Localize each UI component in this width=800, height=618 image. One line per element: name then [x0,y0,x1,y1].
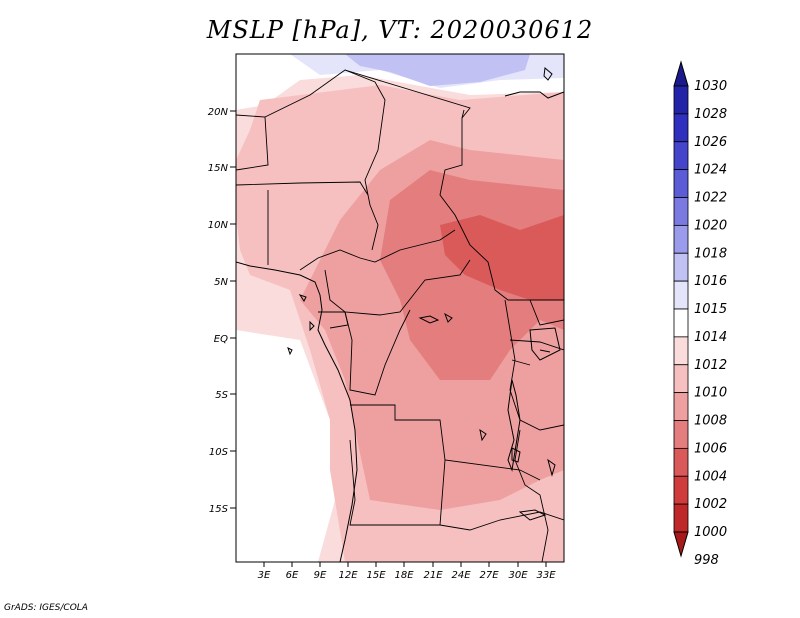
colorbar-label: 1028 [694,107,727,122]
colorbar-label: 1018 [694,246,727,261]
colorbar-label: 1020 [694,218,727,233]
lat-axis [230,110,236,509]
lon-label: 6E [286,570,299,581]
colorbar-label: 1015 [694,302,727,317]
colorbar-label: 1012 [694,358,727,373]
lat-label: 15S [209,504,229,515]
colorbar-segment [673,364,689,394]
colorbar-label: 1016 [694,274,727,289]
map-title: MSLP [hPa], VT: 2020030612 [206,16,594,44]
colorbar-segment [673,280,689,310]
colorbar-segment [673,85,689,115]
colorbar-segment [673,141,689,171]
lon-label: 27E [479,570,499,581]
lon-label: 3E [258,570,271,581]
colorbar-segment [673,252,689,282]
pressure-field [236,54,564,562]
pressure-1004-band [440,215,564,300]
colorbar-segment [673,447,689,477]
lat-label: 5S [215,390,228,401]
pressure-1016-band [345,54,530,86]
colorbar-label: 1008 [694,414,727,429]
lon-label: 12E [338,570,358,581]
lon-label: 9E [314,570,327,581]
colorbar-label: 1004 [694,469,727,484]
lat-label: 10N [208,220,229,231]
grads-credit: GrADS: IGES/COLA [4,603,88,613]
colorbar-label: 1022 [694,191,727,206]
lat-label: 10S [209,447,229,458]
colorbar-label: 1002 [694,497,727,512]
colorbar-segment [673,336,689,366]
lon-label: 24E [451,570,471,581]
lon-label: 15E [366,570,386,581]
colorbar-segment [673,475,689,505]
colorbar-segment [673,392,689,421]
lon-label: 33E [536,570,556,581]
lon-label: 21E [423,570,443,581]
lon-label: 30E [508,570,528,581]
colorbar-segment [673,197,689,226]
lon-label: 18E [394,570,414,581]
colorbar-label: 1030 [694,79,727,94]
colorbar-label: 1000 [694,525,727,540]
lat-label: EQ [214,334,228,345]
colorbar-segment [673,308,689,338]
colorbar-label: 1010 [694,386,727,401]
colorbar-segment [673,169,689,198]
colorbar-label: 1024 [694,163,727,178]
lat-label: 5N [214,277,228,288]
colorbar-segment [673,503,689,533]
colorbar-segment [673,113,689,143]
country-borders [236,69,564,562]
colorbar: 1030 1028 1026 1024 1022 1020 1018 1016 1015 1014… [673,60,727,568]
pressure-1014-band [236,54,564,562]
lat-label: 15N [208,163,229,174]
colorbar-label: 1026 [694,135,727,150]
colorbar-label: 998 [694,553,719,568]
colorbar-label: 1014 [694,330,727,345]
lat-label: 20N [208,107,229,118]
lon-labels: 3E 6E 9E 12E 15E 18E 21E 24E 27E 30E 33E [258,570,557,581]
map-frame [235,53,565,563]
lon-axis [263,562,547,567]
colorbar-segment [673,531,689,558]
colorbar-segment [673,60,689,87]
colorbar-label: 1006 [694,441,727,456]
lat-labels: 20N 15N 10N 5N EQ 5S 10S 15S [208,107,229,515]
colorbar-segment [673,224,689,254]
colorbar-segment [673,420,689,449]
coastlines [236,67,564,562]
